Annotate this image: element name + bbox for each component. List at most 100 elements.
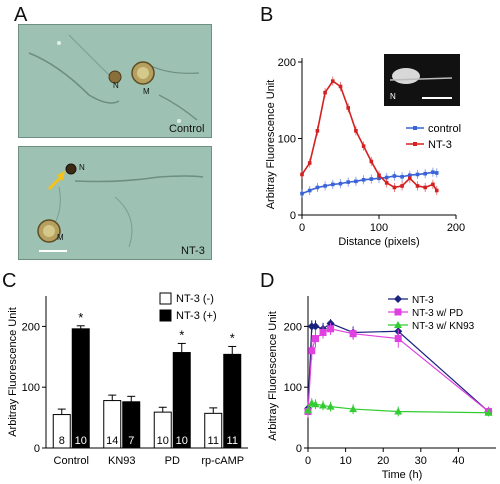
chart-b: 0 100 200 0 100 200 Distance (pixels) Arbitray … xyxy=(265,54,465,248)
b-data-point xyxy=(323,184,327,188)
c-legend-label: NT-3 (-) xyxy=(176,293,214,305)
b-ytick-label: 0 xyxy=(290,210,296,222)
micrograph-control-image xyxy=(19,25,211,137)
c-category-label: Control xyxy=(54,455,89,467)
d-data-point xyxy=(311,322,320,331)
d-data-point xyxy=(349,330,357,338)
c-ylabel: Arbitray Fluorescence Unit xyxy=(7,307,19,437)
d-data-point xyxy=(319,401,328,409)
b-data-point xyxy=(384,181,389,185)
b-inset-cell xyxy=(392,68,420,84)
c-bar-plus xyxy=(71,328,90,449)
d-legend-label: NT-3 w/ PD xyxy=(412,308,463,319)
b-data-point xyxy=(361,178,366,182)
cell-label-n-nt3: N xyxy=(79,163,85,172)
c-legend-swatch xyxy=(159,309,172,322)
d-data-point xyxy=(394,407,403,415)
c-n-label: 11 xyxy=(208,435,219,447)
b-data-point xyxy=(400,174,404,179)
b-data-point xyxy=(377,173,381,178)
b-legend-label: control xyxy=(428,123,461,135)
b-inset-image xyxy=(384,54,460,106)
c-ytick-label: 100 xyxy=(22,382,40,394)
d-xtick-label: 0 xyxy=(305,455,311,467)
b-xlabel: Distance (pixels) xyxy=(338,236,419,248)
b-data-point xyxy=(361,144,366,148)
b-data-point xyxy=(331,182,335,187)
b-data-point xyxy=(400,184,404,188)
cell-label-m-nt3: M xyxy=(57,233,64,242)
micrograph-label-nt3: NT-3 xyxy=(181,245,205,257)
d-xtick-label: 30 xyxy=(415,455,427,467)
b-data-point xyxy=(346,180,350,184)
b-xtick-label: 0 xyxy=(299,222,305,234)
micrograph-control: N M Control xyxy=(18,24,212,138)
c-n-label: 8 xyxy=(59,435,65,447)
c-ytick-label: 0 xyxy=(34,443,40,455)
b-data-point xyxy=(300,172,304,177)
b-data-point xyxy=(384,175,389,180)
c-n-label: 11 xyxy=(227,435,238,447)
b-ytick-label: 200 xyxy=(278,57,296,69)
b-data-point xyxy=(415,172,420,177)
b-data-point xyxy=(338,84,343,89)
b-data-point xyxy=(300,191,304,196)
d-legend-marker xyxy=(394,308,402,316)
d-legend-marker xyxy=(394,321,402,328)
b-data-point xyxy=(354,129,358,133)
b-data-point xyxy=(354,179,358,184)
c-bar-plus xyxy=(223,353,242,449)
d-data-point xyxy=(308,347,316,355)
c-n-label: 10 xyxy=(176,435,188,447)
d-legend-label: NT-3 w/ KN93 xyxy=(412,321,475,332)
c-n-label: 14 xyxy=(106,435,118,447)
d-data-point xyxy=(319,328,327,336)
panel-letter-d: D xyxy=(260,270,275,292)
micrograph-nt3-image xyxy=(19,147,211,259)
d-xlabel: Time (h) xyxy=(382,469,423,481)
c-n-label: 7 xyxy=(128,435,134,447)
c-significance-mark: * xyxy=(78,310,83,325)
b-ylabel: Arbitray Fluorescence Unit xyxy=(265,80,277,210)
d-data-point xyxy=(326,402,335,410)
b-inset-label: N xyxy=(390,92,396,101)
d-xtick-label: 20 xyxy=(377,455,389,467)
b-data-point xyxy=(331,79,335,83)
d-ytick-label: 100 xyxy=(284,382,302,394)
d-data-point xyxy=(349,405,358,413)
panel-letter-c: C xyxy=(2,270,17,292)
chart-d: 0 100 200 0 10 20 30 40 Time (h) Arbitray Fluores… xyxy=(267,295,496,481)
b-data-point xyxy=(434,188,439,193)
d-data-point xyxy=(327,325,335,333)
b-data-point xyxy=(431,170,435,174)
c-bar-plus xyxy=(172,352,191,449)
d-xtick-label: 40 xyxy=(452,455,464,467)
panel-letter-b: B xyxy=(260,4,274,26)
d-ylabel: Arbitray Fluorescence Unit xyxy=(267,311,279,441)
b-data-point xyxy=(392,185,397,190)
micrograph-nt3: N M NT-3 xyxy=(18,146,212,260)
b-legend-label: NT-3 xyxy=(428,139,452,151)
d-data-point xyxy=(304,406,312,414)
c-significance-mark: * xyxy=(179,327,184,342)
b-data-point xyxy=(338,181,343,186)
b-xtick-label: 100 xyxy=(370,222,388,234)
d-data-point xyxy=(484,408,493,416)
b-data-point xyxy=(369,159,374,164)
c-category-label: PD xyxy=(165,455,180,467)
c-category-label: rp-cAMP xyxy=(201,455,244,467)
b-data-point xyxy=(392,174,397,178)
b-data-point xyxy=(323,90,327,95)
d-ytick-label: 0 xyxy=(296,443,302,455)
b-ytick-label: 100 xyxy=(278,134,296,146)
b-data-point xyxy=(423,185,427,190)
b-legend-marker xyxy=(413,142,417,146)
b-data-point xyxy=(434,171,439,175)
micrograph-label-control: Control xyxy=(169,123,205,135)
d-xtick-label: 10 xyxy=(339,455,351,467)
b-data-point xyxy=(315,129,320,133)
c-legend-swatch xyxy=(159,292,172,305)
d-ytick-label: 200 xyxy=(284,321,302,333)
c-n-label: 10 xyxy=(75,435,87,447)
